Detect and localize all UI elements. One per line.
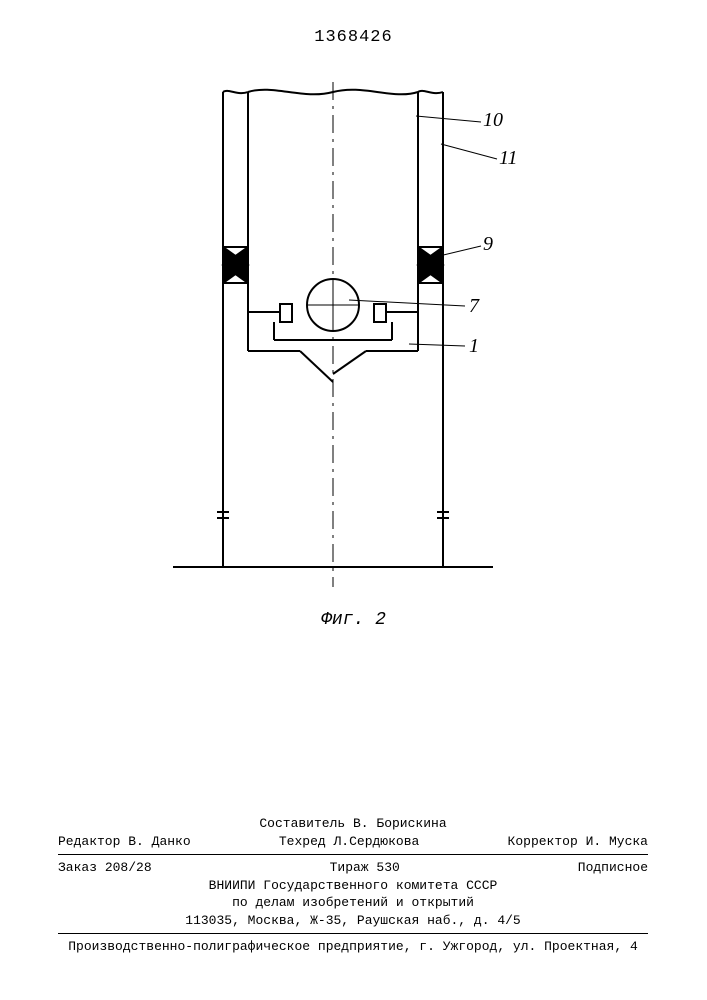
label-7: 7 bbox=[469, 295, 480, 317]
rule-1 bbox=[58, 854, 648, 855]
lug-left bbox=[280, 304, 292, 322]
corrector-label: Корректор bbox=[508, 834, 578, 849]
lug-right bbox=[374, 304, 386, 322]
compiler-name: В. Борискина bbox=[353, 816, 447, 831]
compiler-label: Составитель bbox=[259, 816, 345, 831]
tirazh-value: 530 bbox=[376, 860, 399, 875]
figure-caption: Фиг. 2 bbox=[0, 610, 707, 630]
annulus-top-break-left bbox=[223, 91, 248, 93]
tirazh-label: Тираж bbox=[330, 860, 369, 875]
editor-label: Редактор bbox=[58, 834, 120, 849]
colophon-block: Составитель В. Борискина Редактор В. Дан… bbox=[58, 815, 648, 956]
leader-11 bbox=[441, 144, 497, 159]
figure-2-diagram: 10 11 9 7 1 bbox=[153, 82, 553, 622]
techred-label: Техред bbox=[279, 834, 326, 849]
label-1: 1 bbox=[469, 335, 479, 357]
seat-cone-right bbox=[333, 351, 366, 374]
label-10: 10 bbox=[483, 109, 503, 131]
seat-cone-left bbox=[300, 351, 333, 382]
org-line-1: ВНИИПИ Государственного комитета СССР bbox=[58, 877, 648, 895]
techred-name: Л.Сердюкова bbox=[334, 834, 420, 849]
label-9: 9 bbox=[483, 233, 493, 255]
rule-2 bbox=[58, 933, 648, 934]
annulus-top-break-right bbox=[418, 91, 443, 93]
packer-left bbox=[223, 247, 248, 283]
leader-7 bbox=[349, 300, 465, 306]
corrector-name: И. Муска bbox=[586, 834, 648, 849]
editor-name: В. Данко bbox=[128, 834, 190, 849]
document-number: 1368426 bbox=[0, 28, 707, 47]
org-line-2: по делам изобретений и открытий bbox=[58, 894, 648, 912]
label-11: 11 bbox=[499, 147, 518, 169]
order-label: Заказ bbox=[58, 860, 97, 875]
order-value: 208/28 bbox=[105, 860, 152, 875]
page: 1368426 bbox=[0, 0, 707, 1000]
packer-right bbox=[418, 247, 443, 283]
podpisnoe: Подписное bbox=[578, 859, 648, 877]
leader-10 bbox=[416, 116, 481, 122]
address-line: 113035, Москва, Ж-35, Раушская наб., д. … bbox=[58, 912, 648, 930]
printer-line: Производственно-полиграфическое предприя… bbox=[58, 938, 648, 956]
